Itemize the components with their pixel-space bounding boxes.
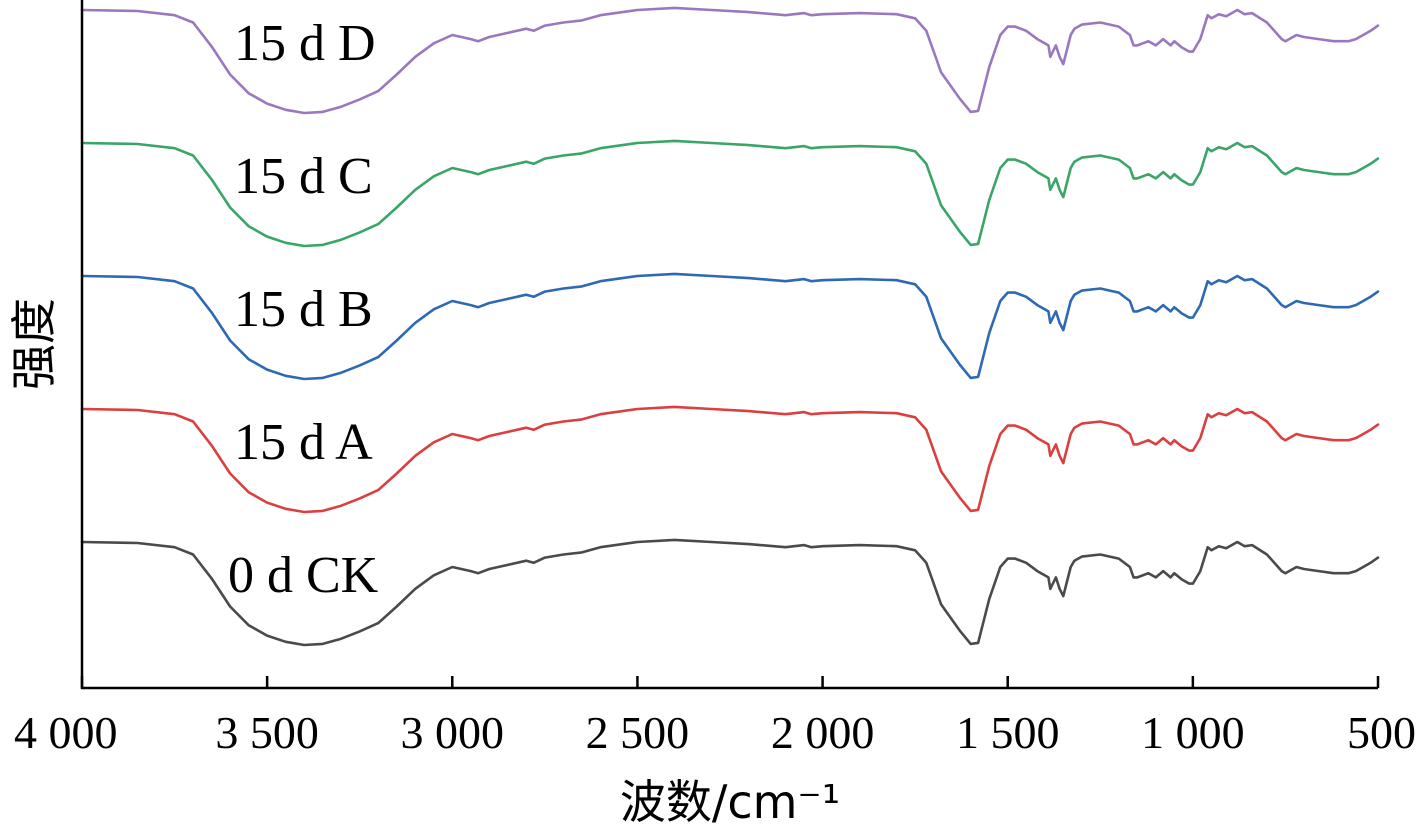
series-label: 0 d CK — [228, 547, 379, 604]
x-tick-label: 2 000 — [771, 707, 875, 758]
x-tick-label: 1 000 — [1141, 707, 1245, 758]
x-tick-label: 1 500 — [956, 707, 1060, 758]
series-line-15-d-c — [80, 139, 1380, 248]
series-label: 15 d D — [234, 15, 376, 72]
series-label-layer: 0 d CK 15 d A 15 d B 15 d C 15 d D — [228, 15, 379, 604]
x-axis-title: 波数/cm⁻¹ — [620, 775, 840, 826]
y-axis-title: 强度 — [7, 298, 61, 390]
series-line-15-d-d — [80, 6, 1380, 115]
series-layer — [80, 6, 1380, 647]
x-tick-layer: 4 000 3 500 3 000 2 500 2 000 1 500 1 000 500 — [14, 676, 1416, 758]
series-label: 15 d B — [234, 281, 373, 338]
series-label: 15 d A — [234, 414, 373, 471]
x-tick-label: 4 000 — [14, 707, 118, 758]
x-tick-label: 500 — [1347, 707, 1416, 758]
x-tick-label: 3 000 — [401, 707, 505, 758]
series-label: 15 d C — [234, 148, 373, 205]
series-line-15-d-b — [80, 272, 1380, 381]
x-tick-label: 3 500 — [215, 707, 319, 758]
series-line-15-d-a — [80, 405, 1380, 514]
series-line-0-d-ck — [80, 538, 1380, 647]
x-tick-label: 2 500 — [586, 707, 690, 758]
